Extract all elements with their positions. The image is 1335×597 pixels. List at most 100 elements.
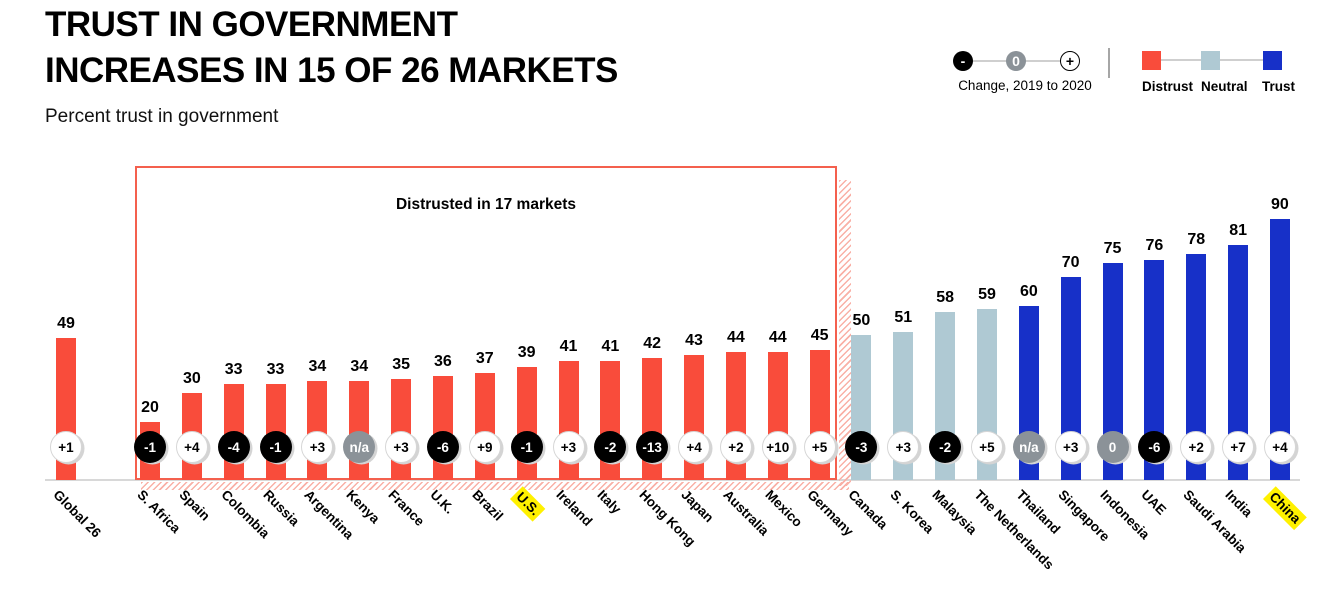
- legend-label-neutral: Neutral: [1201, 79, 1248, 94]
- change-badge: +1: [50, 431, 82, 463]
- bar-value-label: 49: [57, 314, 75, 332]
- change-badge: +10: [761, 431, 794, 463]
- bar-value-label: 42: [643, 335, 662, 353]
- legend-label-distrust: Distrust: [1142, 79, 1194, 94]
- change-badge: -1: [134, 431, 166, 463]
- change-legend-label: Change, 2019 to 2020: [958, 78, 1092, 93]
- bar: [391, 378, 412, 480]
- bar-value-label: 76: [1145, 236, 1164, 254]
- bar-value-label: 34: [308, 358, 327, 376]
- bar-value-label: 30: [182, 370, 201, 387]
- x-axis-label: S. Korea: [887, 487, 938, 537]
- plus-change-icon: +: [1060, 51, 1080, 71]
- neutral-swatch-icon: [1201, 51, 1220, 70]
- change-badge: +5: [803, 431, 836, 463]
- chart-subtitle: Percent trust in government: [45, 106, 279, 127]
- change-badge: +5: [971, 431, 1003, 463]
- change-badge: 0: [1096, 431, 1129, 463]
- x-axis-label: S. Africa: [134, 487, 184, 536]
- x-axis-line: [45, 479, 1300, 481]
- change-badge: -6: [1138, 431, 1171, 463]
- bar: [1060, 277, 1081, 480]
- title-line-1: TRUST IN GOVERNMENT: [45, 5, 458, 44]
- change-badge: -1: [259, 431, 292, 463]
- category-legend: Distrust Neutral Trust: [1140, 50, 1310, 96]
- box-hatch-shadow-right: [839, 180, 851, 486]
- bar: [432, 375, 453, 480]
- bar: [474, 372, 495, 480]
- page-title: TRUST IN GOVERNMENT INCREASES IN 15 OF 2…: [45, 2, 618, 94]
- change-badge: n/a: [343, 431, 376, 463]
- change-badge: -13: [636, 431, 669, 463]
- bar-value-label: 36: [434, 352, 452, 370]
- bar-value-label: 45: [810, 326, 829, 344]
- change-badge: -1: [510, 431, 543, 463]
- x-axis-label: The Netherlands: [971, 487, 1057, 573]
- bar-value-label: 44: [726, 329, 745, 347]
- change-badge: +3: [1054, 431, 1087, 463]
- bar: [1144, 259, 1165, 480]
- bar-value-label: 78: [1187, 230, 1206, 248]
- bar-value-label: 90: [1271, 196, 1289, 213]
- title-line-2: INCREASES IN 15 OF 26 MARKETS: [45, 51, 618, 90]
- change-badge: +3: [385, 431, 418, 463]
- change-badge: -2: [594, 431, 627, 463]
- x-axis-label: France: [385, 487, 428, 529]
- bar-value-label: 81: [1229, 222, 1247, 240]
- bar-value-label: 35: [392, 355, 410, 373]
- change-badge: +7: [1222, 431, 1255, 463]
- bar-value-label: 33: [266, 361, 285, 379]
- x-axis-label: Italy: [594, 487, 625, 517]
- bar-value-label: 41: [559, 338, 578, 356]
- x-axis-label: Mexico: [762, 487, 806, 530]
- bar-value-label: 60: [1019, 283, 1038, 300]
- bar-value-label: 75: [1103, 239, 1122, 257]
- bar-value-label: 59: [978, 285, 996, 303]
- legend-label-trust: Trust: [1262, 79, 1296, 94]
- bar: [516, 366, 537, 480]
- x-axis-label: Russia: [259, 487, 302, 529]
- change-badge: +2: [719, 431, 752, 463]
- bar-value-label: 44: [768, 329, 787, 347]
- distrust-swatch-icon: [1142, 51, 1161, 70]
- change-badge: -2: [929, 431, 962, 463]
- change-badge: -6: [426, 431, 459, 463]
- bar-value-label: 51: [894, 309, 913, 327]
- bar: [1186, 253, 1207, 480]
- bar-value-label: 43: [685, 332, 703, 350]
- change-badge: +4: [678, 431, 711, 463]
- x-axis-label: U.S.: [509, 486, 546, 522]
- x-axis-label: Spain: [176, 487, 213, 524]
- distrusted-markets-annotation: Distrusted in 17 markets: [395, 196, 577, 213]
- change-badge: +3: [552, 431, 585, 463]
- change-legend: - 0 + Change, 2019 to 2020: [945, 50, 1105, 96]
- x-axis-label: Ireland: [552, 487, 595, 529]
- x-axis-label: Kenya: [343, 487, 383, 527]
- change-badge: -3: [845, 431, 878, 463]
- x-axis-label: Global 26: [50, 487, 104, 541]
- x-axis-label: China: [1262, 486, 1307, 530]
- bar: [1102, 262, 1123, 480]
- x-axis-label: India: [1222, 487, 1256, 520]
- change-badge: +3: [887, 431, 920, 463]
- x-axis-label: U.K.: [427, 487, 458, 517]
- trust-swatch-icon: [1263, 51, 1282, 70]
- box-hatch-shadow-bottom: [141, 482, 849, 490]
- x-axis-label: Japan: [678, 487, 717, 526]
- bar-value-label: 37: [475, 349, 494, 367]
- bar-value-label: 50: [852, 312, 871, 329]
- bar-value-label: 41: [601, 338, 620, 356]
- bar-value-label: 58: [936, 288, 955, 306]
- bar-value-label: 39: [517, 343, 536, 361]
- legend-divider: [1108, 48, 1110, 78]
- bar: [1228, 245, 1249, 480]
- change-badge: +4: [175, 431, 208, 463]
- bar: [1269, 219, 1290, 480]
- change-badge: +9: [468, 431, 501, 463]
- change-badge: +2: [1180, 431, 1213, 463]
- x-axis-label: UAE: [1138, 487, 1170, 518]
- x-axis-label: Brazil: [469, 487, 506, 524]
- change-badge: +3: [301, 431, 334, 463]
- bar-value-label: 33: [224, 361, 243, 379]
